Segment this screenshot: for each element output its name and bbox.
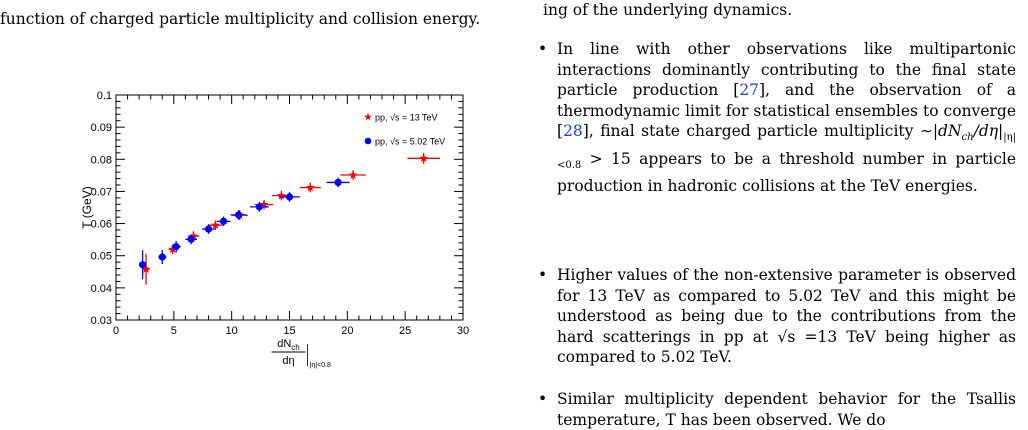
- data-point-circle: [219, 217, 228, 225]
- x-tick-label: 20: [341, 325, 353, 337]
- x-tick-label: 30: [457, 325, 469, 337]
- bullet-text: In line with other observations like mul…: [557, 40, 1016, 196]
- x-tick-label: 25: [399, 325, 411, 337]
- data-point-circle: [235, 211, 243, 219]
- data-point-circle: [204, 225, 213, 233]
- y-tick-label: 0.08: [91, 154, 112, 166]
- bullet-nonextensive-parameter: • Higher values of the non-extensive par…: [532, 265, 1016, 368]
- data-point-circle: [172, 243, 180, 251]
- x-label-numerator: dNch: [277, 338, 300, 352]
- temperature-vs-multiplicity-chart: 0 5 10 15 20 25 30 0.03 0.04 0.05 0.06 0.07 0.08 0.09…: [78, 85, 478, 395]
- data-point-star: [189, 231, 198, 240]
- data-point-star: [348, 170, 358, 179]
- y-tick-label: 0.07: [91, 186, 112, 198]
- data-point-star: [141, 264, 151, 273]
- bullet-text: Similar multiplicity dependent behavior …: [557, 390, 1016, 429]
- bullet-text: Higher values of the non-extensive param…: [557, 266, 1016, 366]
- plot-frame: [115, 94, 464, 321]
- data-point-star: [277, 191, 286, 200]
- data-point-star: [211, 220, 220, 229]
- data-point-circle: [334, 178, 342, 187]
- x-tick-label: 10: [226, 325, 238, 337]
- bullet-tsallis-temperature: • Similar multiplicity dependent behavio…: [532, 389, 1016, 430]
- bullet-multiplicity-threshold: • In line with other observations like m…: [532, 39, 1016, 197]
- y-tick-label: 0.09: [91, 122, 112, 134]
- data-point-star: [305, 182, 315, 192]
- legend-label: pp, √s = 13 TeV: [375, 113, 438, 123]
- y-tick-label: 0.03: [91, 315, 112, 327]
- data-point-star: [168, 244, 178, 254]
- data-point-star: [364, 113, 372, 121]
- data-point-star: [419, 153, 429, 163]
- y-tick-label: 0.05: [91, 251, 112, 263]
- legend-marker-circle: [364, 137, 372, 145]
- y-tick-label: 0.1: [97, 90, 112, 102]
- bullet-dot: •: [538, 266, 548, 284]
- figure-caption-tail: function of charged particle multiplicit…: [0, 10, 481, 28]
- data-point-circle: [285, 193, 294, 201]
- x-label-denominator: dη: [282, 355, 294, 367]
- bullet-dot: •: [538, 390, 548, 408]
- legend-label: pp, √s = 5.02 TeV: [375, 137, 445, 147]
- x-label-subscript: |η|<0.8: [310, 362, 331, 369]
- x-tick-label: 5: [171, 325, 177, 337]
- y-tick-label: 0.06: [91, 219, 112, 231]
- data-point-circle: [139, 261, 147, 269]
- data-point-circle: [187, 235, 195, 243]
- data-point-circle: [158, 253, 166, 261]
- y-axis-label: T (GeV): [80, 186, 94, 228]
- continued-text-line: ing of the underlying dynamics.: [543, 1, 793, 19]
- data-point-circle: [255, 203, 264, 211]
- data-point-star: [259, 200, 269, 209]
- y-tick-label: 0.04: [91, 283, 112, 295]
- x-tick-label: 15: [283, 325, 295, 337]
- bullet-dot: •: [538, 40, 548, 58]
- x-tick-label: 0: [113, 325, 119, 337]
- chart-svg: 0 5 10 15 20 25 30 0.03 0.04 0.05 0.06 0.07 0.08 0.09…: [80, 90, 469, 369]
